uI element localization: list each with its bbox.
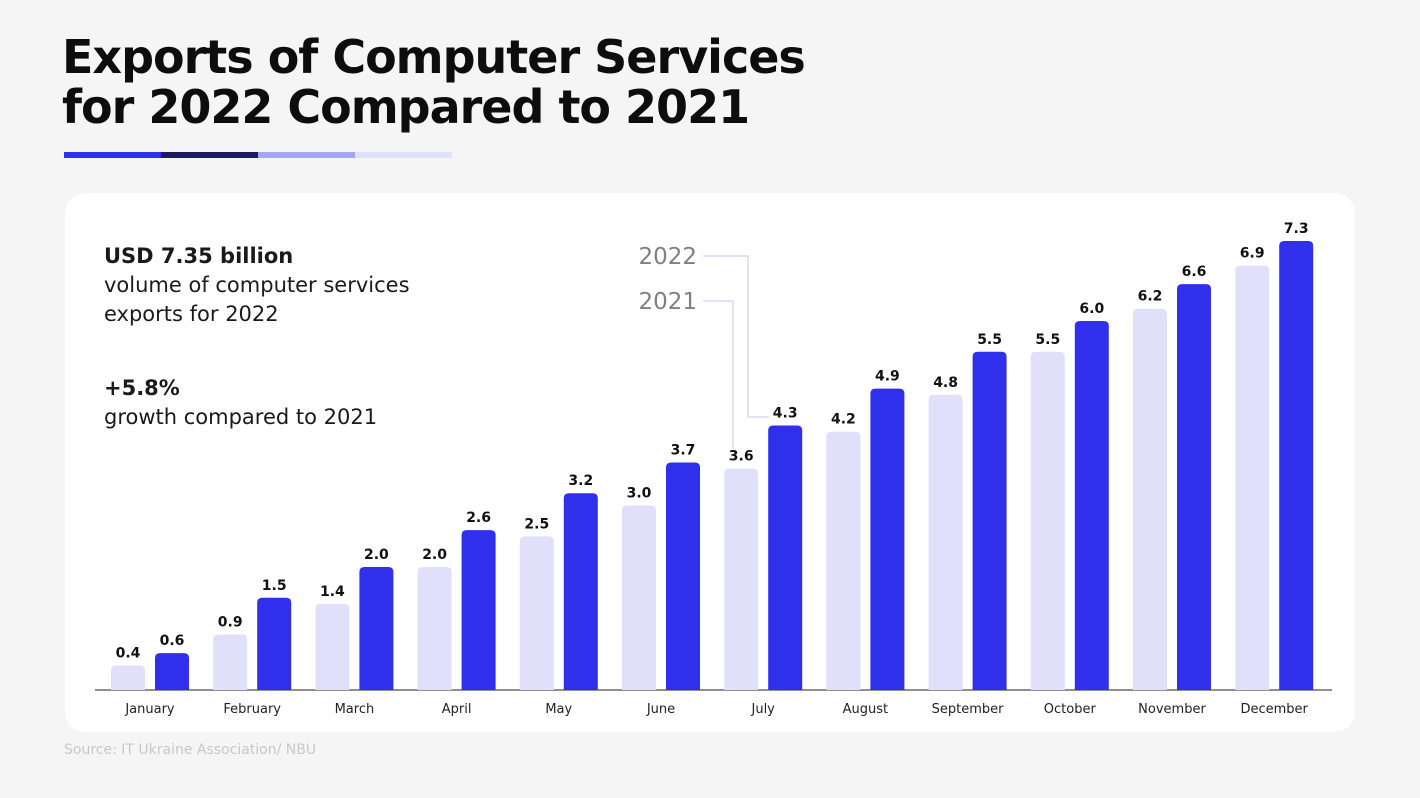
bar-2021-september	[928, 394, 963, 690]
bar-2021-august	[826, 431, 861, 690]
x-tick-label-february: February	[223, 702, 281, 717]
x-tick-label-august: August	[843, 702, 889, 717]
decor-stripe-2	[161, 152, 258, 158]
decor-stripe-1	[64, 152, 161, 158]
bar-2021-january	[111, 665, 145, 690]
data-label-2021-april: 2.0	[422, 547, 447, 563]
bar-2021-november	[1133, 308, 1167, 690]
data-label-2022-september: 5.5	[977, 332, 1002, 348]
decor-stripe-3	[258, 152, 355, 158]
legend-label-2021: 2021	[638, 289, 697, 315]
bar-2021-july	[724, 468, 759, 690]
growth-value: +5.8%	[104, 376, 180, 400]
data-label-2021-october: 5.5	[1035, 332, 1060, 348]
growth-text: growth compared to 2021	[104, 405, 378, 429]
x-tick-label-december: December	[1240, 702, 1308, 717]
data-label-2022-august: 4.9	[875, 369, 900, 385]
bar-2022-july	[768, 425, 803, 690]
bar-2021-december	[1235, 265, 1270, 690]
bar-2021-march	[315, 603, 350, 690]
source-note: Source: IT Ukraine Association/ NBU	[64, 742, 317, 758]
data-label-2021-march: 1.4	[320, 584, 345, 600]
data-label-2021-july: 3.6	[729, 449, 754, 465]
page-title: Exports of Computer Services for 2022 Com…	[62, 30, 806, 134]
data-label-2022-january: 0.6	[160, 633, 185, 649]
growth-stat: +5.8% growth compared to 2021	[104, 374, 377, 432]
legend-callout-2022	[703, 255, 770, 418]
bar-2022-june	[666, 462, 700, 690]
bar-2022-may	[563, 493, 598, 690]
decor-stripe-4	[355, 152, 452, 158]
data-label-2021-february: 0.9	[218, 615, 243, 631]
bar-2022-december	[1279, 241, 1314, 691]
volume-line-2: exports for 2022	[104, 302, 279, 326]
data-label-2022-october: 6.0	[1079, 301, 1104, 317]
volume-line-1: volume of computer services	[104, 273, 410, 297]
data-label-2022-july: 4.3	[773, 406, 798, 422]
data-label-2021-november: 6.2	[1138, 289, 1163, 305]
data-label-2022-november: 6.6	[1182, 264, 1207, 280]
x-tick-label-september: September	[932, 702, 1005, 717]
bar-2022-march	[359, 567, 394, 690]
bar-2022-february	[257, 597, 292, 690]
bar-2022-august	[870, 388, 905, 690]
title-line-1: Exports of Computer Services	[62, 30, 806, 84]
x-tick-label-march: March	[335, 702, 375, 717]
x-tick-label-october: October	[1044, 702, 1097, 717]
data-label-2021-august: 4.2	[831, 412, 856, 428]
bar-2021-february	[213, 634, 248, 690]
title-line-2: for 2022 Compared to 2021	[62, 80, 750, 134]
bar-2022-october	[1074, 321, 1109, 690]
bar-2021-october	[1030, 351, 1065, 690]
data-label-2022-february: 1.5	[262, 578, 287, 594]
volume-stat: USD 7.35 billion volume of computer serv…	[104, 242, 410, 329]
legend-label-2022: 2022	[638, 244, 697, 270]
data-label-2021-september: 4.8	[933, 375, 958, 391]
bar-2021-april	[417, 567, 452, 690]
bar-2022-january	[155, 653, 189, 690]
bar-2022-april	[461, 530, 496, 690]
bar-2022-november	[1177, 284, 1211, 690]
legend-callout-2021	[703, 300, 734, 449]
volume-value: USD 7.35 billion	[104, 244, 294, 268]
bar-2022-september	[972, 351, 1007, 690]
data-label-2021-january: 0.4	[116, 645, 141, 661]
data-label-2021-june: 3.0	[627, 486, 652, 502]
bar-2021-may	[519, 536, 554, 690]
data-label-2022-may: 3.2	[568, 473, 593, 489]
x-tick-label-may: May	[545, 702, 572, 717]
x-tick-label-july: July	[751, 702, 776, 717]
x-tick-label-january: January	[124, 702, 175, 717]
x-tick-label-november: November	[1138, 702, 1206, 717]
data-label-2021-may: 2.5	[524, 516, 549, 532]
data-label-2021-december: 6.9	[1240, 246, 1265, 262]
bar-2021-june	[622, 505, 656, 690]
data-label-2022-december: 7.3	[1284, 221, 1309, 237]
data-label-2022-april: 2.6	[466, 510, 491, 526]
x-tick-label-april: April	[442, 702, 472, 717]
data-label-2022-june: 3.7	[671, 442, 696, 458]
data-label-2022-march: 2.0	[364, 547, 389, 563]
x-tick-label-june: June	[646, 702, 675, 717]
